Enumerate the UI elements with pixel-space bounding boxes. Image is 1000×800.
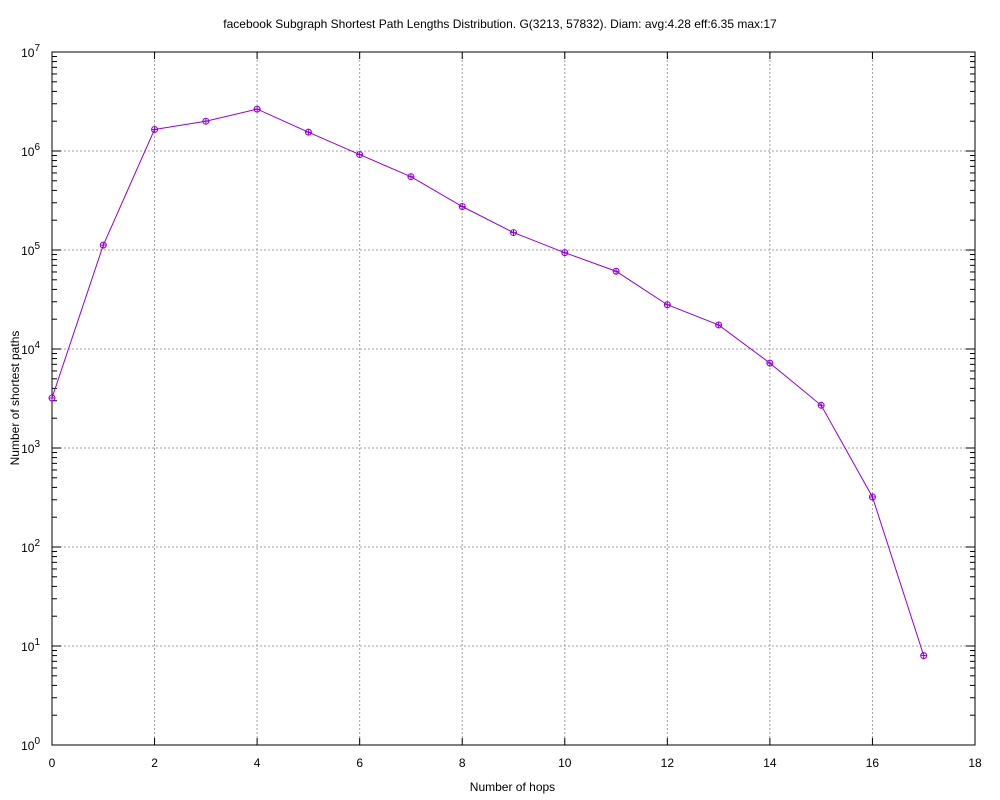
y-tick-label: 100 bbox=[21, 736, 40, 753]
data-point bbox=[253, 105, 261, 113]
y-tick-labels: 100 101 102 103 104 105 106 107 bbox=[21, 43, 40, 753]
y-tick-label: 107 bbox=[21, 43, 40, 60]
axis-ticks bbox=[51, 51, 976, 746]
x-tick-label: 8 bbox=[459, 756, 466, 770]
y-tick-label: 106 bbox=[21, 142, 40, 159]
x-tick-label: 0 bbox=[49, 756, 56, 770]
x-tick-label: 16 bbox=[866, 756, 880, 770]
series-line bbox=[51, 108, 925, 656]
data-point bbox=[202, 117, 210, 125]
grid-lines bbox=[52, 52, 975, 745]
y-tick-label: 103 bbox=[21, 439, 40, 456]
data-point bbox=[304, 128, 312, 136]
x-tick-label: 2 bbox=[151, 756, 158, 770]
series-layer bbox=[48, 105, 928, 660]
x-axis-label: Number of hops bbox=[469, 780, 556, 794]
y-tick-label: 102 bbox=[21, 538, 40, 555]
data-point bbox=[99, 241, 107, 249]
data-point bbox=[868, 493, 876, 501]
data-point bbox=[510, 229, 517, 237]
y-tick-label: 104 bbox=[21, 340, 40, 357]
data-point bbox=[715, 321, 723, 329]
data-point bbox=[612, 267, 620, 275]
x-tick-label: 14 bbox=[763, 756, 777, 770]
x-tick-label: 6 bbox=[356, 756, 363, 770]
data-point bbox=[458, 203, 466, 211]
data-point bbox=[48, 394, 56, 402]
data-point bbox=[151, 125, 159, 133]
data-point bbox=[817, 401, 825, 409]
y-tick-label: 105 bbox=[21, 241, 40, 258]
chart-title: facebook Subgraph Shortest Path Lengths … bbox=[223, 17, 777, 31]
x-tick-label: 10 bbox=[558, 756, 572, 770]
plot-frame bbox=[51, 51, 976, 746]
data-point bbox=[920, 652, 928, 660]
data-point bbox=[766, 359, 774, 367]
y-tick-label: 101 bbox=[21, 637, 40, 654]
data-point bbox=[663, 301, 671, 309]
y-axis-label: Number of shortest paths bbox=[8, 330, 22, 466]
x-tick-label: 12 bbox=[661, 756, 675, 770]
data-point bbox=[561, 249, 569, 257]
x-tick-label: 4 bbox=[254, 756, 261, 770]
x-tick-labels: 0 2 4 6 8 10 12 14 16 18 bbox=[49, 756, 982, 770]
data-point bbox=[356, 151, 364, 159]
x-tick-label: 18 bbox=[968, 756, 982, 770]
data-point bbox=[407, 173, 415, 181]
